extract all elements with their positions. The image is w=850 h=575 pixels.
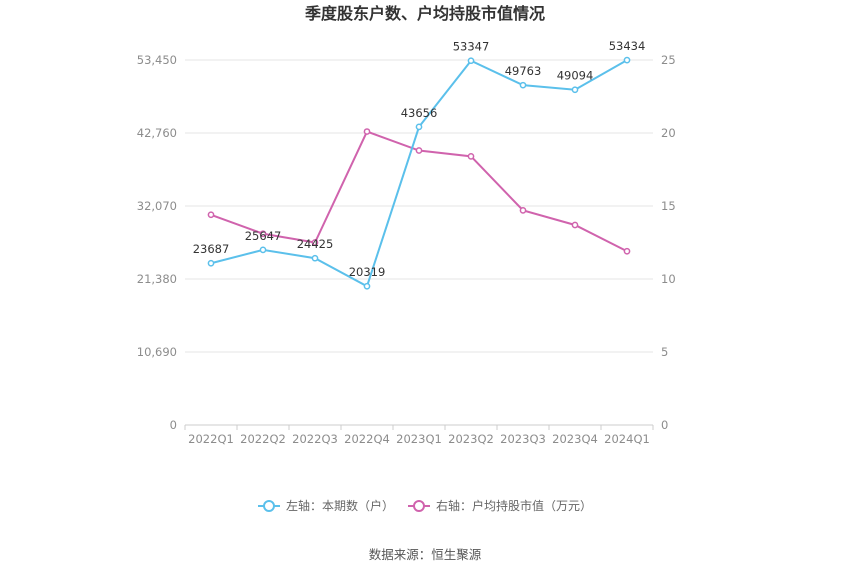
right-tick-label: 15 [661, 199, 676, 213]
right-tick-label: 0 [661, 418, 668, 432]
right-tick-label: 10 [661, 272, 676, 286]
data-point [467, 57, 475, 65]
legend-label: 右轴：户均持股市值（万元） [436, 498, 592, 513]
data-point [311, 239, 319, 246]
x-tick-label: 2024Q1 [604, 432, 650, 446]
left-tick-label: 0 [170, 418, 177, 432]
data-point [571, 86, 579, 94]
data-point [311, 254, 319, 262]
grid [185, 59, 653, 426]
data-point [207, 211, 215, 219]
source-note: 数据来源：恒生聚源 [369, 547, 482, 562]
legend-marker [263, 500, 275, 512]
left-axis: 0 10,690 21,380 32,070 42,760 53,450 [137, 53, 177, 432]
x-tick-label: 2022Q3 [292, 432, 338, 446]
data-point [519, 81, 527, 89]
right-tick-label: 20 [661, 126, 676, 140]
data-label: 25647 [245, 229, 282, 243]
legend-label: 左轴：本期数（户） [286, 498, 394, 513]
data-label: 53434 [609, 39, 646, 53]
data-label: 49763 [505, 64, 542, 78]
x-tick-label: 2023Q1 [396, 432, 442, 446]
x-tick-label: 2023Q4 [552, 432, 598, 446]
data-point [259, 246, 267, 254]
data-label: 23687 [193, 242, 230, 256]
data-point [207, 259, 215, 267]
data-point [519, 207, 527, 214]
right-tick-label: 25 [661, 53, 676, 67]
data-label: 24425 [297, 237, 334, 251]
x-tick-label: 2022Q4 [344, 432, 390, 446]
data-label: 49094 [557, 69, 594, 83]
legend-marker [413, 500, 425, 512]
right-tick-label: 5 [661, 345, 668, 359]
left-tick-label: 42,760 [137, 126, 177, 140]
left-tick-label: 10,690 [137, 345, 177, 359]
right-axis: 0 5 10 15 20 25 [661, 53, 676, 432]
left-tick-label: 32,070 [137, 199, 177, 213]
data-point [467, 153, 475, 160]
data-label: 53347 [453, 40, 490, 54]
series-layer: 23687 25647 24425 20319 43656 53347 49763 49094… [193, 39, 646, 290]
data-point [363, 128, 371, 135]
data-point [363, 282, 371, 290]
x-tick-label: 2022Q2 [240, 432, 286, 446]
legend: 左轴：本期数（户） 右轴：户均持股市值（万元） [258, 498, 592, 513]
data-point [623, 56, 631, 64]
data-point [259, 230, 267, 238]
series-line-left [210, 59, 628, 288]
x-tick-label: 2023Q3 [500, 432, 546, 446]
x-axis: 2022Q1 2022Q2 2022Q3 2022Q4 2023Q1 2023Q2 2023… [184, 425, 654, 446]
x-tick-label: 2023Q2 [448, 432, 494, 446]
x-tick-label: 2022Q1 [188, 432, 234, 446]
data-point [415, 147, 423, 154]
data-label: 43656 [401, 106, 438, 120]
data-point [571, 221, 579, 229]
data-point [623, 247, 631, 255]
chart-title: 季度股东户数、户均持股市值情况 [304, 4, 545, 23]
left-tick-label: 21,380 [137, 272, 177, 286]
left-tick-label: 53,450 [137, 53, 177, 67]
data-point [415, 123, 423, 131]
data-label: 20319 [349, 265, 386, 279]
